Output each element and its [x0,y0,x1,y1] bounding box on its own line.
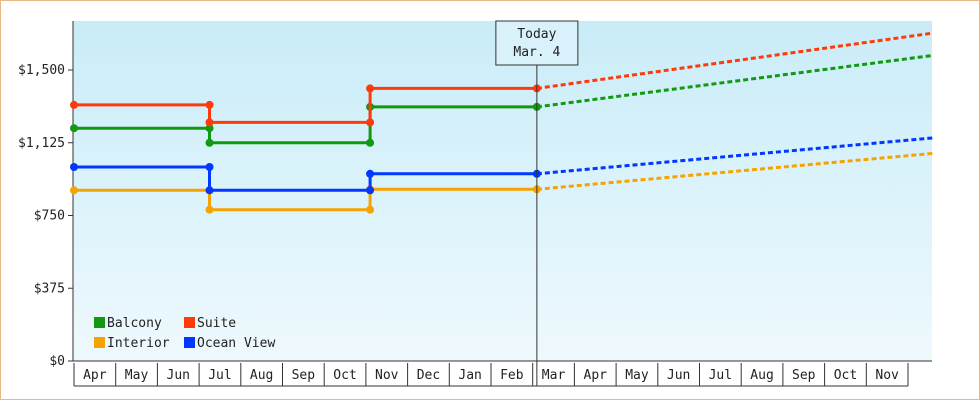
x-tick-label: Dec [417,368,440,383]
series-history-line [74,105,537,145]
y-axis: $0 $375 $750 $1,125 $1,500 [18,21,74,369]
series-suite [70,31,934,127]
legend-item[interactable]: Balcony [94,316,162,331]
legend-swatch [184,337,195,348]
y-tick-label: $375 [34,281,65,296]
x-tick-label: Sep [792,368,816,383]
today-date: Mar. 4 [513,45,560,60]
series-point[interactable] [70,124,78,133]
today-label: Today [517,27,556,42]
legend-item[interactable]: Suite [184,316,236,331]
series-point[interactable] [366,205,375,214]
y-tick-label: $0 [49,354,65,369]
x-tick-label: Oct [333,368,356,383]
series-balcony [70,53,934,147]
series-point[interactable] [366,84,375,93]
today-label-box [495,20,579,66]
x-tick-label: Jun [167,368,190,383]
legend-swatch [94,317,105,328]
series-point[interactable] [205,205,214,214]
x-tick-label: Jul [709,368,732,383]
legend-item[interactable]: Interior [94,336,170,351]
y-tick-label: $1,125 [18,136,65,151]
series-point[interactable] [205,118,214,127]
series-point[interactable] [366,138,375,147]
legend-swatch [94,337,105,348]
series-point[interactable] [70,186,78,195]
x-tick-label: Jun [667,368,690,383]
legend-label: Balcony [107,316,162,331]
legend-item[interactable]: Ocean View [184,336,275,351]
series-forecast-line [536,136,934,176]
series-point[interactable] [366,118,375,127]
series-layer [70,31,934,214]
legend-label: Ocean View [197,336,275,351]
series-history-line [74,86,537,124]
x-tick-label: Oct [834,368,857,383]
legend-label: Suite [197,316,236,331]
series-forecast-line [536,31,934,90]
series-point[interactable] [70,100,78,109]
legend-label: Interior [107,336,170,351]
series-point[interactable] [205,124,214,133]
x-tick-label: Jul [208,368,231,383]
series-point[interactable] [205,138,214,147]
x-tick-label: Mar [542,368,566,383]
today-marker: Today Mar. 4 [495,20,579,386]
series-forecast-line [536,151,934,191]
x-tick-label: Apr [83,368,107,383]
series-point[interactable] [366,169,375,178]
y-tick-label: $1,500 [18,63,65,78]
x-axis: Apr May Jun Jul Aug Sep Oct Nov Dec Jan Feb Mar Apr M… [73,360,932,387]
x-tick-label: Jan [458,368,481,383]
series-history-line [74,187,537,212]
x-tick-label: Nov [375,368,399,383]
x-tick-label: Apr [584,368,608,383]
series-point[interactable] [70,163,78,171]
series-point[interactable] [205,100,214,109]
x-tick-label: Feb [500,368,524,383]
series-point[interactable] [205,163,214,171]
x-tick-label: May [125,368,149,383]
series-history-line [74,165,537,192]
legend: Balcony Suite Interior Ocean View [94,316,275,351]
series-forecast-line [536,53,934,109]
x-tick-label: Aug [250,368,273,383]
x-tick-label: May [625,368,649,383]
x-tick-label: Nov [875,368,899,383]
x-tick-label: Aug [750,368,773,383]
legend-swatch [184,317,195,328]
x-tick-label: Sep [292,368,316,383]
series-point[interactable] [205,186,214,195]
y-tick-label: $750 [34,209,65,224]
series-point[interactable] [366,186,375,195]
